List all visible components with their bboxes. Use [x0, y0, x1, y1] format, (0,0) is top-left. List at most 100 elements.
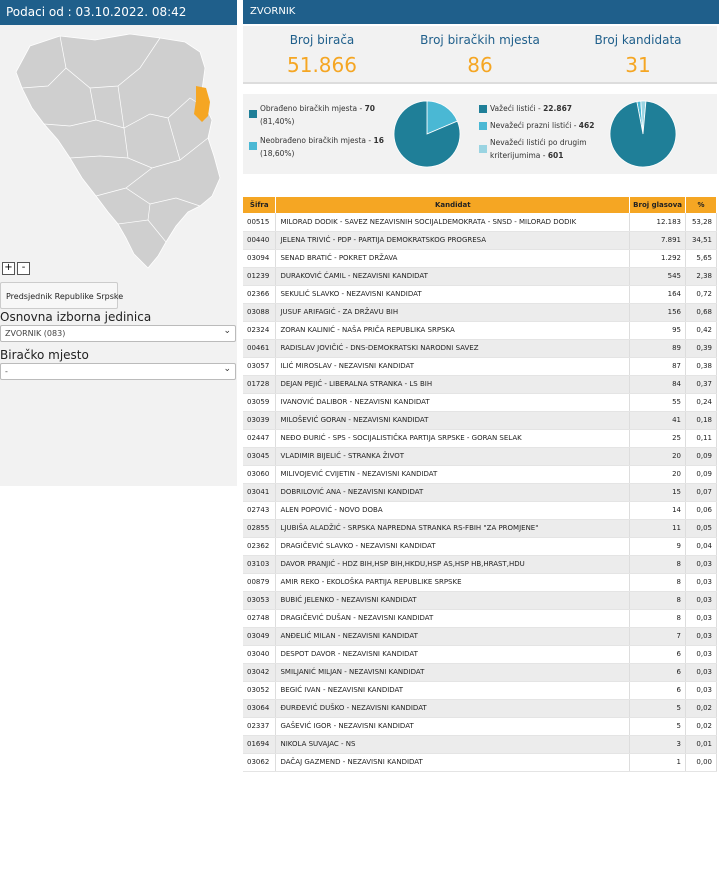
cell-code: 02447 — [243, 429, 277, 448]
cell-candidate: DRAGIČEVIĆ DUŠAN - NEZAVISNI KANDIDAT — [275, 609, 631, 628]
cell-code: 02743 — [243, 501, 277, 520]
station-label: Biračko mjesto — [0, 348, 89, 362]
cell-code: 03041 — [243, 483, 277, 502]
cell-code: 03062 — [243, 753, 277, 772]
cell-candidate: NIKOLA SUVAJAC - NS — [275, 735, 631, 754]
cell-code: 03057 — [243, 357, 277, 376]
cell-candidate: JELENA TRIVIĆ - PDP - PARTIJA DEMOKRATSK… — [275, 231, 631, 250]
legend-value: 601 — [547, 151, 564, 160]
cell-votes: 95 — [629, 321, 686, 340]
stat-title: Broj biračkih mjesta — [420, 33, 540, 47]
table-row: 03049 ANĐELIĆ MILAN - NEZAVISNI KANDIDAT 7… — [243, 627, 717, 646]
processed-stations-pie — [393, 100, 461, 168]
cell-candidate: MILOŠEVIĆ GORAN - NEZAVISNI KANDIDAT — [275, 411, 631, 430]
stats-panel: Broj birača 51.866 Broj biračkih mjesta … — [243, 26, 717, 84]
cell-votes: 164 — [629, 285, 686, 304]
table-row: 03045 VLADIMIR BIJELIĆ - STRANKA ŽIVOT 20 0… — [243, 447, 717, 466]
column-header-percent[interactable]: % — [685, 197, 717, 213]
cell-code: 00879 — [243, 573, 277, 592]
pie-slice — [426, 100, 458, 135]
column-header-candidate[interactable]: Kandidat — [275, 197, 631, 213]
cell-percent: 0,39 — [685, 339, 717, 358]
cell-candidate: MILIVOJEVIĆ CVIJETIN - NEZAVISNI KANDIDA… — [275, 465, 631, 484]
cell-candidate: DEJAN PEJIĆ - LIBERALNA STRANKA - LS BIH — [275, 375, 631, 394]
zvornik-highlight[interactable] — [194, 86, 210, 122]
legend-pct: (18,60%) — [260, 149, 295, 158]
cell-candidate: NEĐO ĐURIĆ - SPS - SOCIJALISTIČKA PARTIJ… — [275, 429, 631, 448]
chevron-down-icon: ⌄ — [223, 364, 231, 374]
legend-value: 70 — [364, 104, 376, 113]
cell-code: 03042 — [243, 663, 277, 682]
table-row: 00879 AMIR REKO - EKOLOŠKA PARTIJA REPUBL… — [243, 573, 717, 592]
cell-code: 01694 — [243, 735, 277, 754]
column-header-votes[interactable]: Broj glasova — [629, 197, 686, 213]
cell-votes: 84 — [629, 375, 686, 394]
cell-candidate: IVANOVIĆ DALIBOR - NEZAVISNI KANDIDAT — [275, 393, 631, 412]
legend-label: Neobrađeno biračkih mjesta - — [260, 136, 374, 145]
cell-percent: 53,28 — [685, 213, 717, 232]
cell-votes: 545 — [629, 267, 686, 286]
column-header-code[interactable]: Šifra — [243, 197, 277, 213]
table-row: 03064 ĐURĐEVIĆ DUŠKO - NEZAVISNI KANDIDAT… — [243, 699, 717, 718]
chevron-down-icon: ⌄ — [223, 326, 231, 336]
table-row: 03059 IVANOVIĆ DALIBOR - NEZAVISNI KANDID… — [243, 393, 717, 412]
cell-code: 03060 — [243, 465, 277, 484]
municipality-title: ZVORNIK — [243, 0, 719, 24]
cell-votes: 3 — [629, 735, 686, 754]
legend-label: Nevažeći prazni listići - — [490, 121, 579, 130]
pie-slice — [609, 100, 677, 168]
table-row: 03040 DESPOT DAVOR - NEZAVISNI KANDIDAT 6 0… — [243, 645, 717, 664]
cell-percent: 0,01 — [685, 735, 717, 754]
legend-value: 16 — [373, 136, 384, 145]
table-row: 03052 BEGIĆ IVAN - NEZAVISNI KANDIDAT 6 0,0… — [243, 681, 717, 700]
cell-percent: 5,65 — [685, 249, 717, 268]
cell-code: 03094 — [243, 249, 277, 268]
cell-candidate: JUSUF ARIFAGIĆ - ZA DRŽAVU BIH — [275, 303, 631, 322]
station-select[interactable]: - ⌄ — [0, 363, 236, 380]
table-row: 01728 DEJAN PEJIĆ - LIBERALNA STRANKA - L… — [243, 375, 717, 394]
cell-votes: 8 — [629, 555, 686, 574]
cell-candidate: DAVOR PRANJIĆ - HDZ BIH,HSP BIH,HKDU,HSP… — [275, 555, 631, 574]
table-row: 03053 BUBIĆ JELENKO - NEZAVISNI KANDIDAT 8… — [243, 591, 717, 610]
cell-code: 03103 — [243, 555, 277, 574]
cell-percent: 0,05 — [685, 519, 717, 538]
cell-percent: 0,18 — [685, 411, 717, 430]
cell-percent: 0,37 — [685, 375, 717, 394]
cell-code: 02337 — [243, 717, 277, 736]
cell-votes: 89 — [629, 339, 686, 358]
pie-slice — [393, 100, 461, 168]
pie2-legend-item: Nevažeći listići po drugim kriterijumima… — [479, 136, 599, 162]
cell-votes: 87 — [629, 357, 686, 376]
cell-candidate: DESPOT DAVOR - NEZAVISNI KANDIDAT — [275, 645, 631, 664]
table-row: 00461 RADISLAV JOVIČIĆ - DNS-DEMOKRATSKI … — [243, 339, 717, 358]
stat-polling-stations: Broj biračkih mjesta 86 — [401, 33, 559, 77]
map-territory[interactable] — [15, 33, 221, 269]
stat-title: Broj kandidata — [594, 33, 682, 47]
cell-percent: 0,02 — [685, 699, 717, 718]
zoom-out-button[interactable]: - — [17, 262, 30, 275]
cell-candidate: DOBRILOVIĆ ANA - NEZAVISNI KANDIDAT — [275, 483, 631, 502]
cell-votes: 20 — [629, 447, 686, 466]
municipality-borders — [21, 35, 209, 243]
zoom-in-button[interactable]: + — [2, 262, 15, 275]
cell-code: 02324 — [243, 321, 277, 340]
cell-votes: 25 — [629, 429, 686, 448]
table-row: 03041 DOBRILOVIĆ ANA - NEZAVISNI KANDIDAT… — [243, 483, 717, 502]
cell-candidate: MILORAD DODIK - SAVEZ NEZAVISNIH SOCIJAL… — [275, 213, 631, 232]
table-row: 03062 DAČAJ GAZMEND - NEZAVISNI KANDIDAT 1… — [243, 753, 717, 772]
cell-votes: 14 — [629, 501, 686, 520]
cell-candidate: ILIĆ MIROSLAV - NEZAVISNI KANDIDAT — [275, 357, 631, 376]
cell-code: 03040 — [243, 645, 277, 664]
unit-select[interactable]: ZVORNIK (083) ⌄ — [0, 325, 236, 342]
table-row: 03094 SENAD BRATIĆ - POKRET DRŽAVA 1.292 5,… — [243, 249, 717, 268]
legend-label: Važeći listići - — [490, 104, 544, 113]
election-type-button[interactable]: Predsjednik Republike Srpske — [0, 282, 123, 309]
cell-code: 02855 — [243, 519, 277, 538]
cell-candidate: VLADIMIR BIJELIĆ - STRANKA ŽIVOT — [275, 447, 631, 466]
cell-votes: 8 — [629, 609, 686, 628]
stat-value: 31 — [625, 53, 651, 77]
cell-code: 03049 — [243, 627, 277, 646]
region-map[interactable] — [0, 28, 237, 278]
legend-swatch — [479, 122, 487, 130]
table-row: 02743 ALEN POPOVIĆ - NOVO DOBA 14 0,06 — [243, 501, 717, 520]
